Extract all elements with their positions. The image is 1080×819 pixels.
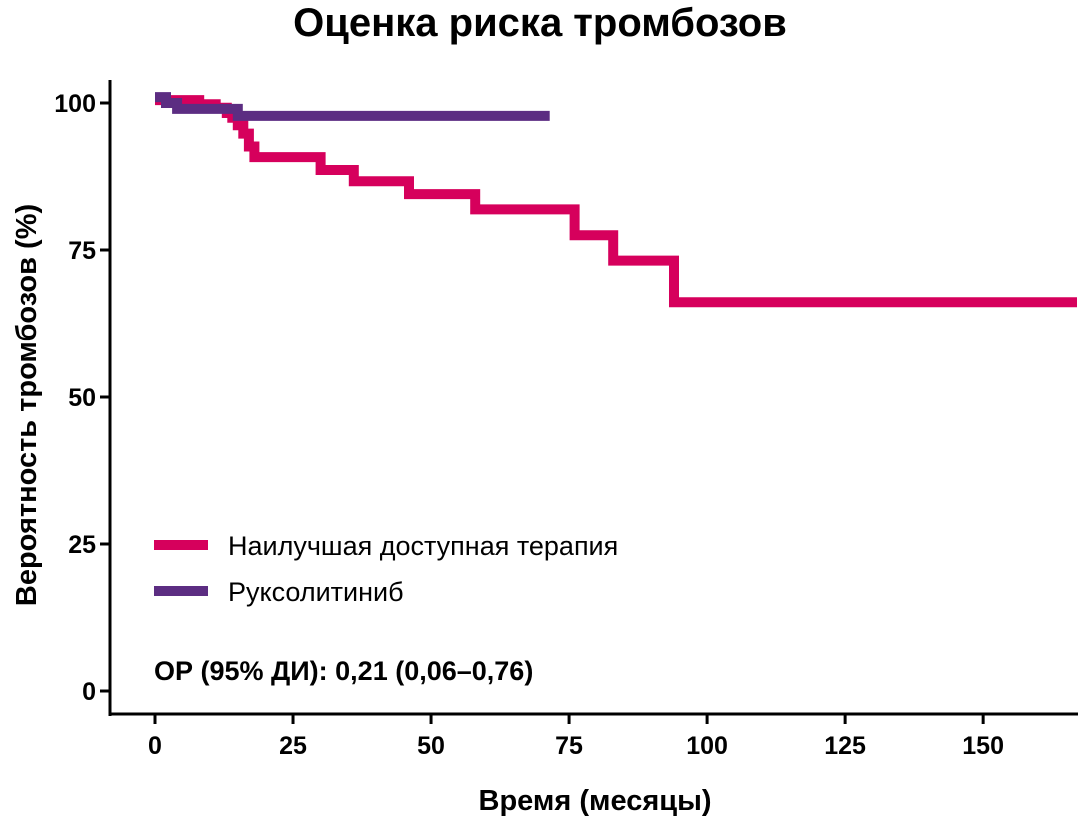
x-tick-label-75: 75 <box>555 732 583 760</box>
series-layer <box>155 92 1077 308</box>
y-tick-label-25: 25 <box>68 531 96 559</box>
series-ruxolitinib <box>155 92 550 121</box>
y-tick-label-100: 100 <box>54 90 96 118</box>
x-tick-label-25: 25 <box>279 732 307 760</box>
y-tick-label-50: 50 <box>68 384 96 412</box>
y-tick-label-0: 0 <box>82 678 96 706</box>
x-axis-ticks: 0 25 50 75 100 125 150 <box>148 714 1004 760</box>
x-axis-label: Время (месяцы) <box>479 785 712 817</box>
hazard-ratio-annotation: ОР (95% ДИ): 0,21 (0,06–0,76) <box>154 656 533 686</box>
legend-label-ruxolitinib: Руксолитиниб <box>228 577 404 607</box>
chart-title: Оценка риска тромбозов <box>293 1 787 45</box>
y-axis-ticks: 0 25 50 75 100 <box>54 90 110 706</box>
x-tick-label-100: 100 <box>686 732 728 760</box>
y-axis-label: Вероятность тромбозов (%) <box>11 204 43 606</box>
series-best-available-therapy <box>155 95 1077 308</box>
x-tick-label-125: 125 <box>824 732 866 760</box>
y-tick-label-75: 75 <box>68 237 96 265</box>
x-tick-label-50: 50 <box>417 732 445 760</box>
x-tick-label-150: 150 <box>962 732 1004 760</box>
legend-label-best-available-therapy: Наилучшая доступная терапия <box>228 531 618 561</box>
legend: Наилучшая доступная терапия Руксолитиниб <box>154 531 618 607</box>
x-tick-label-0: 0 <box>148 732 162 760</box>
